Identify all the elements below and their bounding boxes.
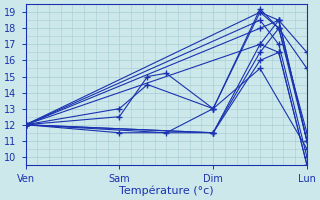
X-axis label: Température (°c): Température (°c) xyxy=(119,185,213,196)
